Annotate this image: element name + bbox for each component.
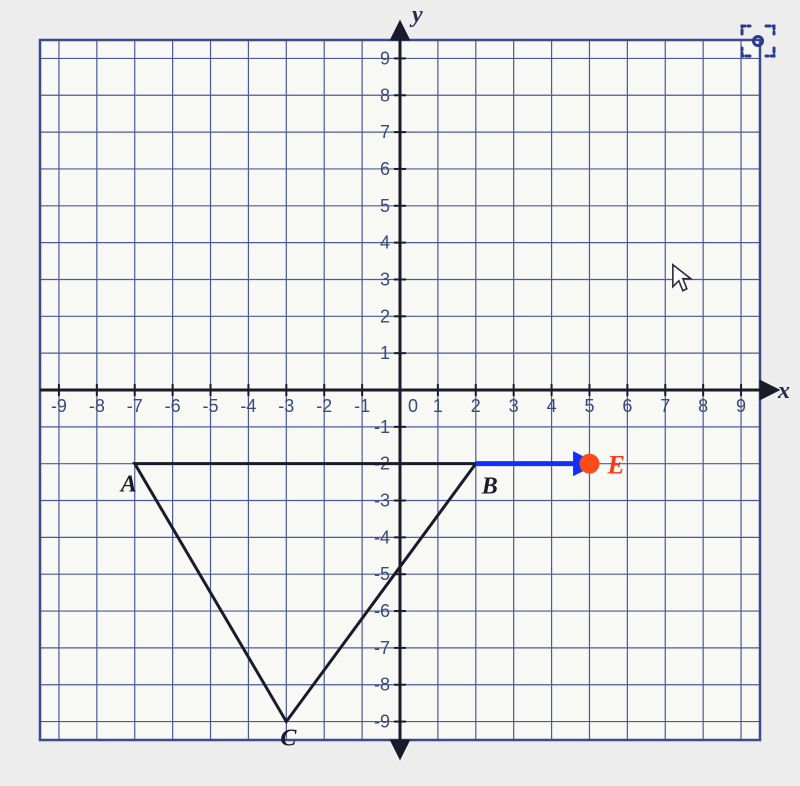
- point-e-dot: [579, 454, 599, 474]
- x-tick-label: 3: [509, 396, 519, 416]
- y-tick-label: 3: [380, 269, 390, 289]
- y-tick-label: 6: [380, 159, 390, 179]
- x-tick-label: -7: [127, 396, 143, 416]
- x-tick-label: -5: [203, 396, 219, 416]
- x-tick-label: -9: [51, 396, 67, 416]
- x-tick-label: 9: [736, 396, 746, 416]
- x-tick-label: -2: [316, 396, 332, 416]
- vertex-label-b: B: [481, 474, 498, 500]
- y-tick-label: 8: [380, 85, 390, 105]
- vertex-label-c: C: [280, 726, 297, 752]
- y-tick-label: -1: [374, 417, 390, 437]
- y-tick-label: -4: [374, 527, 390, 547]
- x-axis-label: x: [777, 378, 790, 404]
- y-tick-label: 4: [380, 233, 390, 253]
- x-tick-label: 5: [584, 396, 594, 416]
- x-tick-label: 2: [471, 396, 481, 416]
- x-tick-label: 6: [622, 396, 632, 416]
- coordinate-graph: -9-8-7-6-5-4-3-2-1123456789-9-8-7-6-5-4-…: [0, 0, 800, 786]
- y-tick-label: 9: [380, 48, 390, 68]
- vertex-label-a: A: [119, 472, 137, 498]
- y-tick-label: -6: [374, 601, 390, 621]
- y-tick-label: -9: [374, 712, 390, 732]
- x-tick-label: 7: [660, 396, 670, 416]
- y-tick-label: 1: [380, 343, 390, 363]
- camera-icon: [738, 22, 778, 60]
- point-e-label: E: [606, 451, 624, 480]
- x-tick-label: -4: [240, 396, 256, 416]
- x-tick-label: 4: [547, 396, 557, 416]
- y-tick-label: -8: [374, 675, 390, 695]
- y-tick-label: 2: [380, 306, 390, 326]
- y-tick-label: 7: [380, 122, 390, 142]
- y-axis-label: y: [409, 2, 423, 28]
- y-tick-label: 5: [380, 196, 390, 216]
- origin-label: 0: [408, 396, 418, 416]
- y-tick-label: -7: [374, 638, 390, 658]
- x-tick-label: -8: [89, 396, 105, 416]
- x-tick-label: -1: [354, 396, 370, 416]
- x-tick-label: -6: [165, 396, 181, 416]
- graph-container: -9-8-7-6-5-4-3-2-1123456789-9-8-7-6-5-4-…: [0, 0, 800, 786]
- x-tick-label: 8: [698, 396, 708, 416]
- y-tick-label: -3: [374, 491, 390, 511]
- x-tick-label: -3: [278, 396, 294, 416]
- x-tick-label: 1: [433, 396, 443, 416]
